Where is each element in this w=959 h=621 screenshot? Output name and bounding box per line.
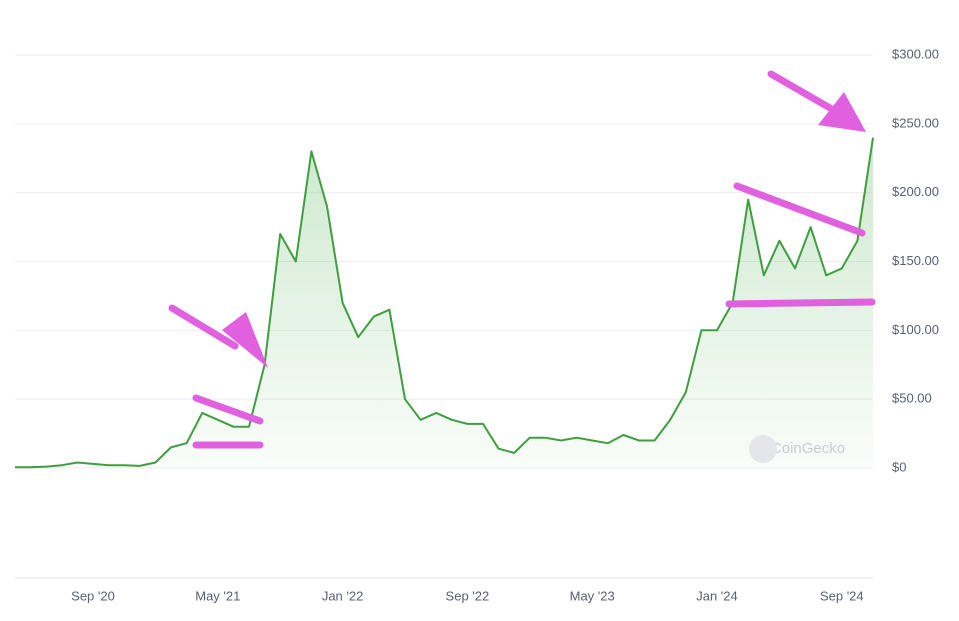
- arrow: [767, 70, 834, 112]
- y-tick-label: $200.00: [892, 184, 939, 199]
- y-tick-label: $100.00: [892, 322, 939, 337]
- x-tick-label: Jan '24: [696, 588, 738, 603]
- x-tick-label: Jan '22: [322, 588, 364, 603]
- watermark-logo: [749, 435, 777, 463]
- trend-line: [733, 182, 866, 237]
- trend-line: [725, 298, 876, 308]
- arrow: [168, 304, 239, 350]
- trend-line: [192, 394, 264, 425]
- grid: [15, 54, 873, 469]
- x-tick-label: Sep '22: [446, 588, 490, 603]
- y-tick-label: $250.00: [892, 115, 939, 130]
- y-tick-label: $150.00: [892, 253, 939, 268]
- area: [15, 137, 873, 468]
- x-tick-label: May '21: [195, 588, 240, 603]
- x-tick-label: Sep '20: [71, 588, 115, 603]
- x-tick-label: Sep '24: [820, 588, 864, 603]
- y-tick-label: $0: [892, 459, 906, 474]
- annotations: [168, 70, 876, 449]
- arrow-head: [222, 312, 268, 368]
- y-tick-label: $50.00: [892, 391, 932, 406]
- x-tick-label: May '23: [570, 588, 615, 603]
- arrow-head: [818, 92, 866, 132]
- y-tick-label: $300.00: [892, 46, 939, 61]
- watermark: CoinGecko: [771, 440, 845, 457]
